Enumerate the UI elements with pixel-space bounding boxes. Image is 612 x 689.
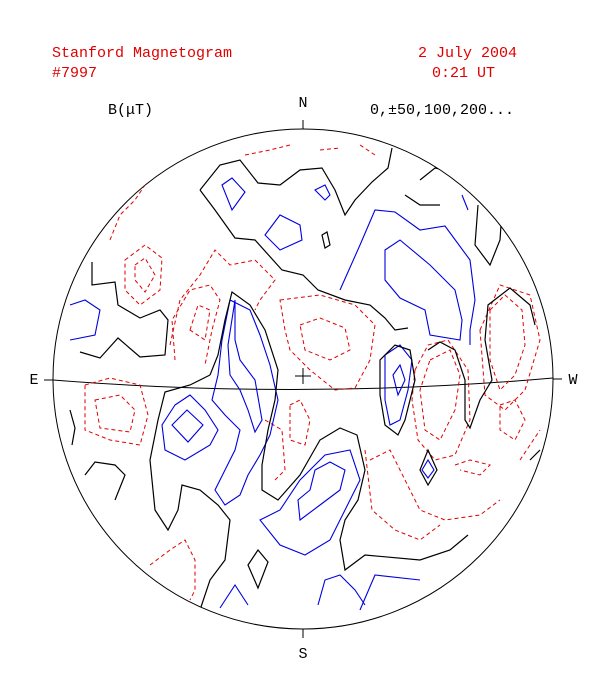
title: Stanford Magnetogram xyxy=(52,45,232,62)
east-label: E xyxy=(29,372,38,389)
time: 0:21 UT xyxy=(432,65,495,82)
positive-contours xyxy=(69,177,476,611)
levels: 0,±50,100,200... xyxy=(370,102,514,119)
south-label: S xyxy=(298,646,307,663)
west-label: W xyxy=(568,372,577,389)
equator xyxy=(52,377,554,391)
date: 2 July 2004 xyxy=(418,45,517,62)
contours xyxy=(69,144,541,611)
neutral-lines xyxy=(69,147,541,611)
axis-ticks xyxy=(44,120,562,638)
number: #7997 xyxy=(52,65,97,82)
north-label: N xyxy=(298,95,307,112)
negative-contours xyxy=(84,144,541,601)
unit: B(μT) xyxy=(108,102,153,119)
